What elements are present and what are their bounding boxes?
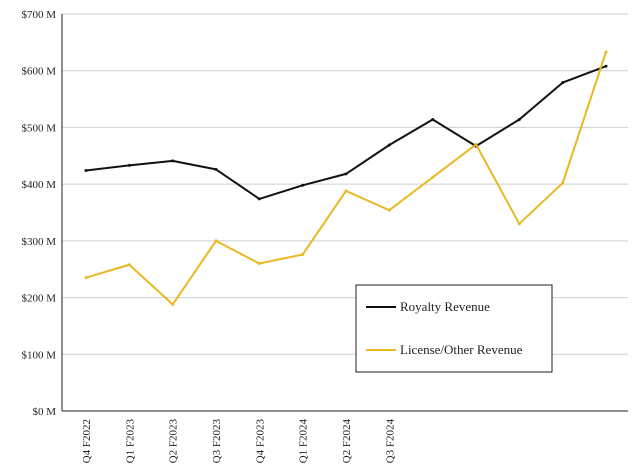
x-axis-tick-labels: Q4 F2022 Q1 F2023 Q2 F2023 Q3 F2023 Q4 F2023…	[81, 419, 396, 464]
series-1-point	[344, 189, 348, 193]
series-lines	[84, 50, 608, 306]
x-tick-label: Q2 F2023	[168, 419, 180, 464]
gridlines	[62, 13, 628, 355]
series-line-0	[85, 65, 607, 200]
series-1-point	[517, 222, 521, 226]
x-tick-label: Q1 F2024	[298, 419, 310, 464]
y-tick-label: $600 M	[21, 66, 56, 78]
y-tick-label: $100 M	[21, 349, 56, 361]
series-1-point	[84, 276, 88, 280]
series-0-point	[387, 143, 391, 147]
y-tick-label: $300 M	[21, 236, 56, 248]
legend: Royalty Revenue License/Other Revenue	[355, 284, 553, 373]
x-tick-label: Q4 F2022	[81, 419, 93, 463]
y-tick-label: $500 M	[21, 122, 56, 134]
series-0-point	[127, 163, 131, 167]
legend-label-royalty: Royalty Revenue	[400, 299, 490, 314]
legend-label-license: License/Other Revenue	[400, 342, 523, 357]
y-tick-label: $0 M	[32, 406, 56, 418]
series-0-point	[604, 64, 608, 68]
x-tick-label: Q2 F2024	[341, 419, 353, 464]
series-0-point	[84, 169, 88, 172]
series-1-point	[561, 181, 565, 185]
x-tick-label: Q3 F2023	[211, 419, 223, 464]
series-1-point	[127, 263, 131, 267]
legend-box	[355, 284, 553, 373]
series-0-point	[301, 183, 305, 187]
series-0-point	[517, 118, 521, 121]
y-tick-label: $200 M	[21, 293, 56, 305]
x-tick-label: Q1 F2023	[124, 419, 136, 464]
series-0-point	[214, 167, 218, 171]
series-1-point	[431, 175, 435, 179]
x-tick-label: Q4 F2023	[254, 419, 266, 464]
y-axis-tick-labels: $0 M $100 M $200 M $300 M $400 M $500 M $600 M…	[21, 9, 56, 418]
series-1-point	[474, 142, 478, 146]
series-0-point	[561, 81, 565, 85]
series-1-point	[257, 262, 261, 265]
series-0-point	[257, 197, 261, 201]
series-1-point	[604, 50, 608, 54]
series-line-1	[85, 51, 607, 306]
series-1-point	[301, 253, 305, 256]
series-0-point	[171, 159, 175, 163]
series-1-point	[387, 208, 391, 212]
series-0-point	[431, 118, 435, 121]
axes	[61, 14, 628, 412]
series-0-point	[344, 172, 348, 176]
series-1-point	[171, 302, 175, 306]
x-tick-label: Q3 F2024	[384, 419, 396, 464]
y-tick-label: $700 M	[21, 9, 56, 21]
y-tick-label: $400 M	[21, 179, 56, 191]
series-1-point	[214, 239, 218, 243]
